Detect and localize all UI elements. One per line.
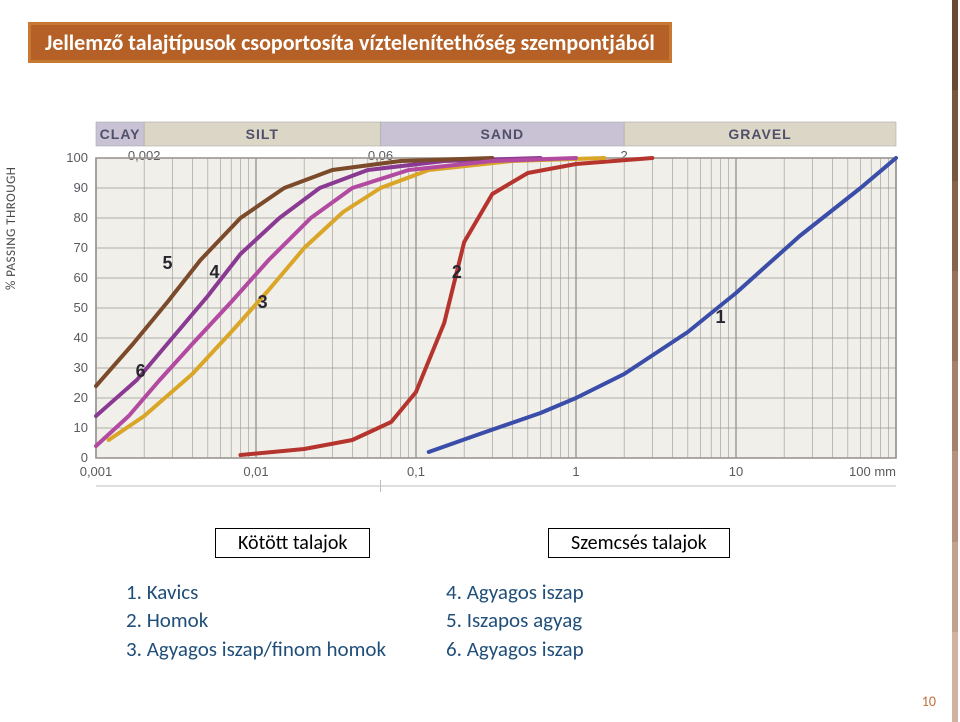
svg-text:60: 60: [74, 270, 88, 285]
svg-text:80: 80: [74, 210, 88, 225]
slide-edge-decoration: [952, 0, 958, 722]
list-item-text: Agyagos iszap: [467, 579, 584, 605]
svg-text:0,001: 0,001: [80, 464, 113, 479]
svg-text:20: 20: [74, 390, 88, 405]
list-item: 2. Homok: [126, 606, 446, 634]
chart-svg: CLAYSILTSANDGRAVEL0,0020,062010203040506…: [18, 100, 938, 500]
list-item: 1. Kavics: [126, 578, 446, 606]
svg-text:10: 10: [729, 464, 743, 479]
list-item-number: 6.: [446, 636, 467, 662]
list-item: 3. Agyagos iszap/finom homok: [126, 635, 446, 663]
svg-text:1: 1: [572, 464, 579, 479]
svg-text:GRAVEL: GRAVEL: [728, 126, 791, 142]
legend-list-right: 4. Agyagos iszap5. Iszapos agyag6. Agyag…: [446, 578, 816, 663]
title-part-c: szempontjából: [521, 29, 655, 56]
svg-text:90: 90: [74, 180, 88, 195]
svg-text:3: 3: [258, 292, 268, 312]
title-part-a: Jellemző talajtípusok csoportosíta: [45, 29, 359, 56]
svg-text:4: 4: [209, 262, 219, 282]
svg-text:100: 100: [66, 150, 88, 165]
list-item-number: 3.: [126, 636, 147, 662]
list-item-text: Agyagos iszap: [467, 636, 584, 662]
page-number: 10: [922, 693, 936, 710]
svg-text:5: 5: [163, 253, 173, 273]
list-item-number: 5.: [446, 607, 467, 633]
group-label-granular: Szemcsés talajok: [548, 528, 730, 558]
svg-text:50: 50: [74, 300, 88, 315]
list-item: 4. Agyagos iszap: [446, 578, 816, 606]
list-item-number: 1.: [126, 579, 147, 605]
title-part-b: víztelenítethőség: [359, 29, 520, 56]
list-item-text: Agyagos iszap/finom homok: [147, 636, 386, 662]
group-labels-row: Kötött talajok Szemcsés talajok: [60, 528, 940, 562]
list-item: 5. Iszapos agyag: [446, 606, 816, 634]
svg-text:0,01: 0,01: [243, 464, 268, 479]
legend-lists: 1. Kavics2. Homok3. Agyagos iszap/finom …: [126, 578, 866, 663]
svg-text:6: 6: [136, 361, 146, 381]
svg-text:0,1: 0,1: [407, 464, 425, 479]
svg-text:SAND: SAND: [480, 126, 524, 142]
svg-text:0: 0: [81, 450, 88, 465]
list-item-text: Iszapos agyag: [467, 607, 582, 633]
list-item-text: Homok: [147, 607, 209, 633]
svg-text:30: 30: [74, 360, 88, 375]
svg-text:100 mm: 100 mm: [849, 464, 896, 479]
svg-text:2: 2: [452, 262, 462, 282]
svg-text:40: 40: [74, 330, 88, 345]
list-item: 6. Agyagos iszap: [446, 635, 816, 663]
list-item-text: Kavics: [147, 579, 199, 605]
y-axis-title: % PASSING THROUGH: [4, 167, 19, 290]
grain-size-chart: CLAYSILTSANDGRAVEL0,0020,062010203040506…: [18, 100, 938, 500]
group-label-cohesive: Kötött talajok: [215, 528, 370, 558]
svg-text:1: 1: [715, 307, 725, 327]
svg-text:10: 10: [74, 420, 88, 435]
list-item-number: 4.: [446, 579, 467, 605]
svg-text:70: 70: [74, 240, 88, 255]
list-item-number: 2.: [126, 607, 147, 633]
slide-title: Jellemző talajtípusok csoportosíta vízte…: [28, 22, 672, 63]
svg-text:CLAY: CLAY: [100, 126, 141, 142]
svg-text:SILT: SILT: [246, 126, 279, 142]
legend-list-left: 1. Kavics2. Homok3. Agyagos iszap/finom …: [126, 578, 446, 663]
